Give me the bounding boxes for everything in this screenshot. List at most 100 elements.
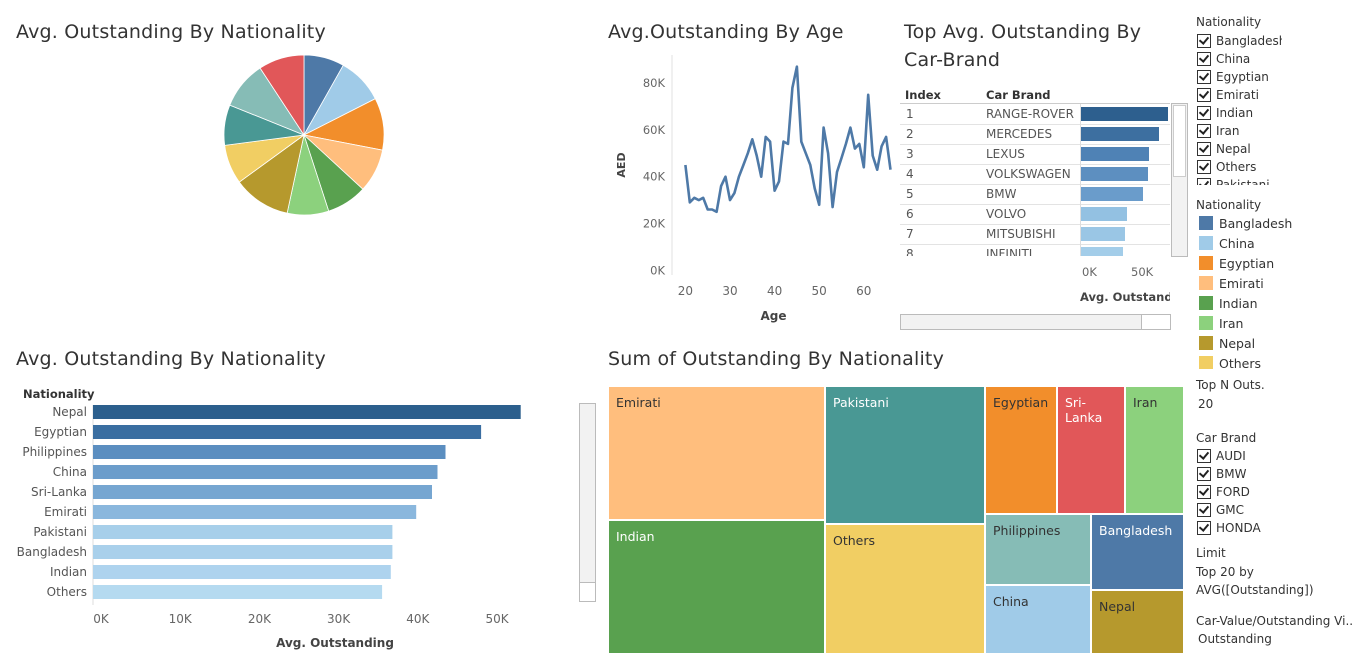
nationality-filter-item[interactable]: Nepal (1197, 140, 1251, 158)
checkbox-checked[interactable] (1197, 178, 1211, 185)
bar-china[interactable] (93, 465, 438, 479)
nationality-filter-item[interactable]: Pakistani (1197, 176, 1270, 185)
carbrand-row[interactable]: 8 INFINITI (900, 244, 1170, 256)
carbrand-filter-item[interactable]: AUDI (1197, 447, 1246, 465)
carbrand-row[interactable]: 7 MITSUBISHI (900, 224, 1170, 245)
checkbox-checked[interactable] (1197, 521, 1211, 535)
checkbox-checked[interactable] (1197, 70, 1211, 84)
carbrand-bar[interactable] (1080, 187, 1144, 201)
carbrand-filter-label: FORD (1216, 485, 1250, 499)
bar-chart-vertical-scrollbar[interactable] (579, 403, 596, 602)
treemap-cell-egyptian[interactable]: Egyptian (985, 386, 1057, 514)
treemap-cell-indian[interactable]: Indian (608, 520, 825, 654)
legend-item[interactable]: Emirati (1199, 273, 1264, 293)
age-line-chart[interactable]: 80K 60K 40K 20K 0K 20 30 40 50 60 Age AED (605, 50, 895, 330)
nationality-filter-item[interactable]: Bangladesh (1197, 32, 1282, 50)
carbrand-horizontal-scrollbar[interactable] (900, 314, 1171, 330)
carbrand-row-name: INFINITI (986, 247, 1033, 256)
treemap-cell-nepal[interactable]: Nepal (1091, 590, 1184, 654)
carbrand-xtick-1: 50K (1131, 265, 1154, 279)
line-xtick-0: 20 (678, 284, 693, 298)
carbrand-hscroll-thumb[interactable] (1141, 315, 1170, 329)
carbrand-bar[interactable] (1080, 127, 1159, 141)
bar-others[interactable] (93, 585, 383, 599)
carbrand-filter-item[interactable]: FORD (1197, 483, 1250, 501)
legend-item[interactable]: Bangladesh (1199, 213, 1292, 233)
checkbox-checked[interactable] (1197, 88, 1211, 102)
carbrand-bar[interactable] (1080, 227, 1126, 241)
carbrand-row[interactable]: 6 VOLVO (900, 204, 1170, 225)
bar-nepal[interactable] (93, 405, 521, 419)
nationality-filter-item[interactable]: Emirati (1197, 86, 1259, 104)
legend-item[interactable]: China (1199, 233, 1255, 253)
bar-sri-lanka[interactable] (93, 485, 432, 499)
checkbox-checked[interactable] (1197, 34, 1211, 48)
carvalue-param-value[interactable]: Outstanding (1198, 632, 1272, 646)
carbrand-bar[interactable] (1080, 107, 1168, 121)
carbrand-bar[interactable] (1080, 147, 1149, 161)
treemap-cell-iran[interactable]: Iran (1125, 386, 1184, 514)
nationality-legend[interactable]: Bangladesh China Egyptian Emirati Indian Iran… (1192, 213, 1312, 369)
bar-pakistani[interactable] (93, 525, 393, 539)
bar-emirati[interactable] (93, 505, 417, 519)
line-ytick-1: 60K (643, 123, 666, 137)
checkbox-checked[interactable] (1197, 503, 1211, 517)
carbrand-vertical-scrollbar[interactable] (1171, 103, 1188, 257)
carbrand-scroll-thumb[interactable] (1173, 105, 1186, 177)
carbrand-row[interactable]: 2 MERCEDES (900, 124, 1170, 145)
checkbox-checked[interactable] (1197, 485, 1211, 499)
pie-slice-sri-lanka[interactable] (259, 54, 305, 137)
legend-item[interactable]: Nepal (1199, 333, 1255, 353)
checkbox-checked[interactable] (1197, 142, 1211, 156)
treemap-cell-philippines[interactable]: Philippines (985, 514, 1091, 585)
nationality-bar-chart[interactable]: Nepal Egyptian Philippines China Sri-Lanka Em… (0, 398, 575, 658)
carbrand-filter-item[interactable]: GMC (1197, 501, 1244, 519)
bar-philippines[interactable] (93, 445, 446, 459)
checkbox-checked[interactable] (1197, 124, 1211, 138)
treemap-cell-pakistani[interactable]: Pakistani (825, 386, 985, 524)
bar-scroll-thumb[interactable] (580, 582, 595, 601)
bar-bangladesh[interactable] (93, 545, 393, 559)
checkbox-checked[interactable] (1197, 449, 1211, 463)
carbrand-filter-label: BMW (1216, 467, 1247, 481)
carbrand-row[interactable]: 1 RANGE-ROVER (900, 104, 1170, 125)
checkbox-checked[interactable] (1197, 106, 1211, 120)
carbrand-row[interactable]: 5 BMW (900, 184, 1170, 205)
legend-item[interactable]: Iran (1199, 313, 1243, 333)
bar-indian[interactable] (93, 565, 391, 579)
legend-label: Emirati (1219, 275, 1264, 291)
nationality-filter-item[interactable]: Egyptian (1197, 68, 1269, 86)
carbrand-bar[interactable] (1080, 167, 1148, 181)
line-series[interactable] (684, 65, 892, 214)
carbrand-bar[interactable] (1080, 207, 1128, 221)
topn-value[interactable]: 20 (1198, 397, 1214, 411)
checkbox-checked[interactable] (1197, 52, 1211, 66)
checkbox-checked[interactable] (1197, 160, 1211, 174)
nationality-filter-item[interactable]: Others (1197, 158, 1256, 176)
carbrand-row[interactable]: 4 VOLKSWAGEN (900, 164, 1170, 185)
line-xaxis-label: Age (760, 309, 786, 323)
carbrand-bar[interactable] (1080, 247, 1123, 256)
bar-egyptian[interactable] (93, 425, 482, 439)
nationality-filter-list[interactable]: Bangladesh China Egyptian Emirati Indian Iran… (1192, 32, 1282, 185)
treemap-cell-others[interactable]: Others (825, 524, 985, 654)
carbrand-row[interactable]: 3 LEXUS (900, 144, 1170, 165)
treemap-cell-srilanka[interactable]: Sri-Lanka (1057, 386, 1125, 514)
nationality-filter-item[interactable]: Indian (1197, 104, 1253, 122)
checkbox-checked[interactable] (1197, 467, 1211, 481)
carbrand-filter-item[interactable]: BMW (1197, 465, 1246, 483)
nationality-filter-item[interactable]: China (1197, 50, 1250, 68)
treemap-cell-bangladesh[interactable]: Bangladesh (1091, 514, 1184, 590)
carbrand-row-name: RANGE-ROVER (986, 107, 1074, 121)
nationality-filter-item[interactable]: Iran (1197, 122, 1239, 140)
pie-chart[interactable] (214, 45, 394, 225)
legend-item[interactable]: Indian (1199, 293, 1258, 313)
carvalue-param-label: Car-Value/Outstanding Vi.. (1196, 614, 1354, 628)
carbrand-table[interactable]: 1 RANGE-ROVER 2 MERCEDES 3 LEXUS 4 VOLKSWAGEN 5 B… (900, 104, 1170, 256)
legend-item[interactable]: Others (1199, 353, 1261, 369)
treemap-cell-emirati[interactable]: Emirati (608, 386, 825, 520)
treemap[interactable]: Emirati Indian Pakistani Others Egyptian… (608, 386, 1184, 654)
carbrand-filter-item[interactable]: HONDA (1197, 519, 1261, 537)
legend-item[interactable]: Egyptian (1199, 253, 1274, 273)
treemap-cell-china[interactable]: China (985, 585, 1091, 654)
